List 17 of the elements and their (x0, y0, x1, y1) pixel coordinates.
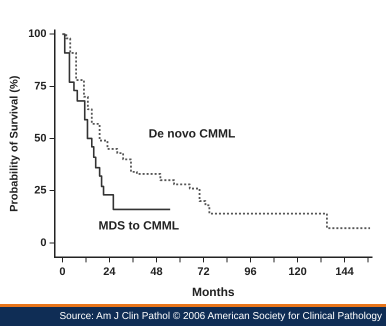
y-tick-label: 25 (34, 184, 47, 197)
x-tick-label: 96 (244, 266, 257, 278)
y-tick-label: 100 (28, 28, 47, 40)
y-tick-label: 0 (40, 236, 47, 249)
x-tick-label: 0 (59, 266, 66, 278)
x-tick-label: 120 (288, 266, 307, 278)
source-note: Source: Am J Clin Pathol © 2006 American Society for Clinical Pathology (0, 304, 386, 326)
y-axis-title: Probability of Survival (%) (8, 75, 21, 212)
x-axis-title: Months (192, 285, 235, 300)
x-tick-label: 144 (335, 266, 355, 278)
x-tick-label: 48 (150, 266, 163, 278)
y-tick-label: 50 (34, 132, 47, 145)
text: De novo CMML (148, 126, 236, 141)
y-tick-label: 75 (34, 80, 47, 92)
x-tick-label: 24 (103, 266, 116, 278)
x-tick-label: 72 (197, 266, 210, 278)
series-label: MDS to CMML (98, 218, 180, 232)
